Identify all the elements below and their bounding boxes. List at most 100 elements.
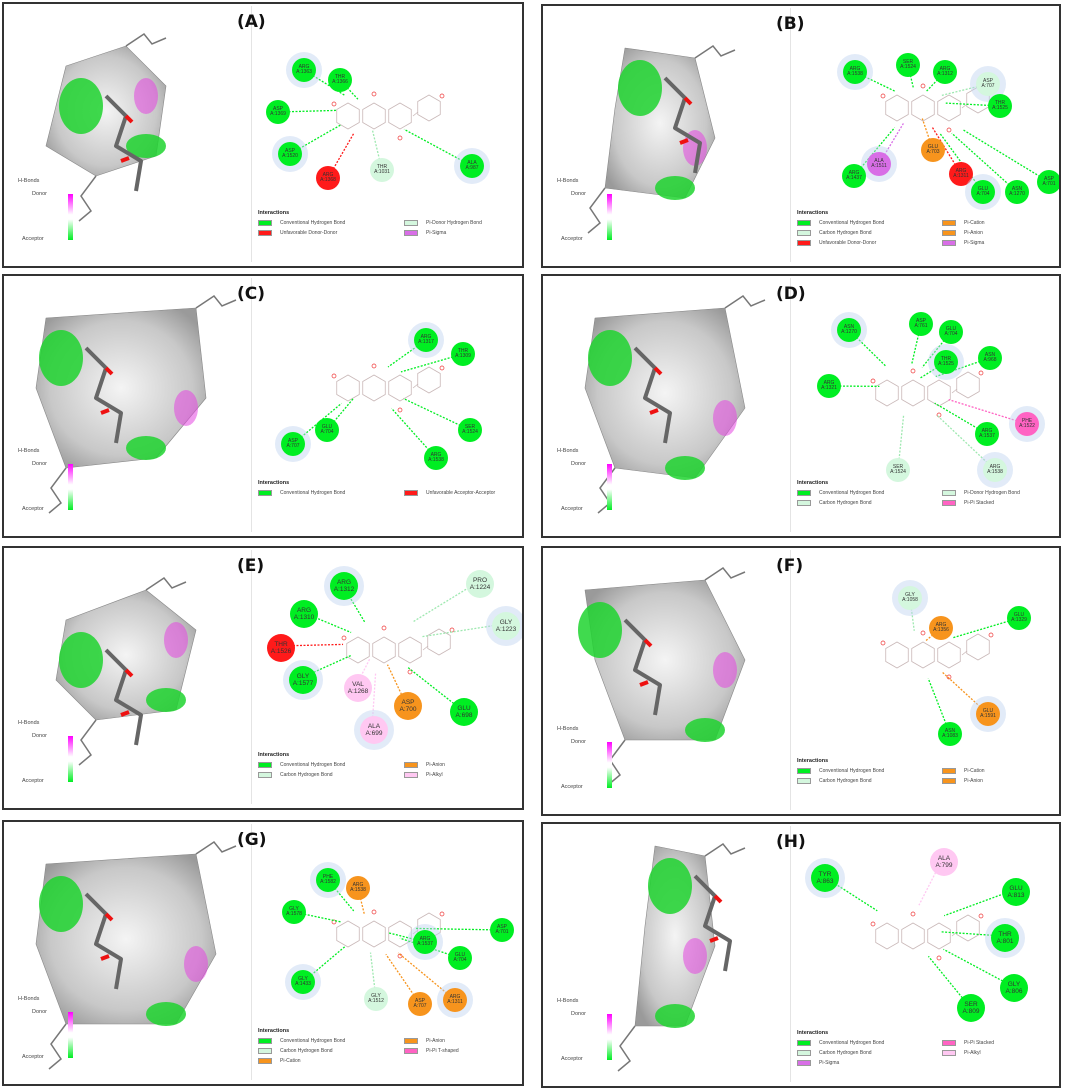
residue-name: ARG: [848, 169, 860, 176]
residue-id: A:1369: [270, 111, 286, 117]
legend-label: Carbon Hydrogen Bond: [819, 229, 872, 236]
interaction-legend-item: Unfavorable Donor-Donor: [258, 229, 364, 236]
residue-id: A:707: [981, 83, 995, 89]
legend-label: Conventional Hydrogen Bond: [280, 761, 346, 768]
panel-g: (G) H-Bonds Donor Acceptor: [2, 820, 524, 1086]
interaction-legend-item: Pi-Cation: [942, 767, 1047, 774]
residue-id: A:1309: [455, 353, 471, 359]
interaction-legend-item: Pi-Donor Hydrogen Bond: [942, 489, 1047, 496]
residue-id: A:1311: [953, 173, 969, 179]
hbond-gradient-bar: [607, 464, 612, 510]
legend-swatch: [258, 761, 272, 768]
residue-name: GLU: [457, 705, 471, 712]
legend-swatch: [942, 1039, 956, 1046]
hbond-legend-title: H-Bonds: [18, 996, 40, 1002]
residue-id: A:1520: [282, 153, 298, 159]
hbond-legend-title: H-Bonds: [18, 720, 40, 726]
residue-id: A:1268: [347, 688, 369, 695]
legend-label: Pi-Alkyl: [426, 771, 443, 778]
residue-node: GLY A:1577: [289, 666, 317, 694]
legend-swatch: [404, 771, 418, 778]
residue-name: ASP: [915, 317, 926, 324]
legend-swatch: [797, 1049, 811, 1056]
panel-label: (C): [237, 284, 266, 304]
hbond-legend-title: H-Bonds: [18, 178, 40, 184]
3d-hbond-surface-view: H-Bonds Donor Acceptor: [545, 550, 791, 810]
residue-id: A:704: [976, 191, 990, 197]
residue-name: ARG: [430, 451, 442, 458]
2d-interaction-diagram: PHE A:1582 ARG A:1538 GLY A:1578 ARG A:1…: [254, 824, 520, 1080]
residue-name: ARG: [989, 463, 1001, 470]
residue-node: ASP A:707: [281, 432, 305, 456]
residue-node: ASP A:701: [1037, 170, 1059, 194]
interaction-legend-item: Carbon Hydrogen Bond: [258, 1047, 364, 1054]
residue-id: A:1538: [847, 71, 863, 77]
interactions-legend-title: Interactions: [797, 1030, 829, 1036]
residue-name: SER: [464, 423, 476, 430]
legend-label: Pi-Anion: [964, 777, 983, 784]
legend-swatch: [797, 777, 811, 784]
residue-node: GLU A:704: [971, 180, 995, 204]
residue-id: A:1538: [428, 457, 444, 463]
interaction-legend-item: Pi-Anion: [942, 777, 1047, 784]
protein-surface-render: [584, 294, 766, 514]
legend-label: Conventional Hydrogen Bond: [280, 489, 346, 496]
residue-id: A:704: [944, 331, 958, 337]
residue-id: A:1525: [992, 105, 1008, 111]
legend-label: Conventional Hydrogen Bond: [819, 219, 885, 226]
legend-label: Unfavorable Donor-Donor: [819, 239, 877, 246]
legend-label: Pi-Pi T-shaped: [426, 1047, 459, 1054]
hbond-legend-title: H-Bonds: [557, 726, 579, 732]
legend-swatch: [404, 219, 418, 226]
legend-label: Pi-Sigma: [964, 239, 985, 246]
panel-h: (H) H-Bonds Donor Acceptor: [541, 822, 1061, 1088]
residue-id: A:704: [453, 957, 467, 963]
legend-label: Pi-Alkyl: [964, 1049, 981, 1056]
residue-name: ASP: [496, 923, 507, 930]
residue-id: A:1317: [418, 339, 434, 345]
residue-node: ASN A:1270: [1005, 180, 1029, 204]
interaction-legend-item: Pi-Alkyl: [942, 1049, 1047, 1056]
residue-id: A:1223: [495, 626, 517, 633]
interaction-legend-item: Pi-Alkyl: [404, 771, 510, 778]
residue-id: A:1538: [987, 469, 1003, 475]
2d-interaction-diagram: ARG A:1363 THR A:1366 ASP A:1369 ASP A:1…: [254, 6, 520, 262]
residue-node: ALA A:799: [930, 848, 958, 876]
residue-node: ASP A:707: [408, 992, 432, 1016]
residue-name: ARG: [420, 333, 432, 340]
residue-node: GLU A:1591: [976, 702, 1000, 726]
residue-id: A:987: [465, 165, 479, 171]
residue-node: GLY A:1512: [364, 987, 388, 1011]
residue-name: ARG: [298, 63, 310, 70]
residue-id: A:700: [399, 706, 417, 713]
protein-surface-render: [617, 842, 746, 1072]
residue-name: ARG: [823, 379, 835, 386]
residue-name: ASP: [287, 437, 298, 444]
legend-swatch: [258, 771, 272, 778]
hbond-gradient-bar: [607, 194, 612, 240]
hbond-color-legend: H-Bonds Donor Acceptor: [18, 448, 88, 518]
residue-node: ARG A:1310: [290, 600, 318, 628]
panel-f: (F) H-Bonds Donor Acceptor: [541, 546, 1061, 816]
legend-swatch: [797, 1039, 811, 1046]
residue-node: THR A:1525: [988, 94, 1012, 118]
interaction-legend-item: Pi-Pi T-shaped: [404, 1047, 510, 1054]
hbond-color-legend: H-Bonds Donor Acceptor: [18, 996, 88, 1066]
residue-name: GLY: [296, 673, 310, 680]
hbond-legend-acceptor: Acceptor: [22, 778, 44, 784]
legend-swatch: [258, 219, 272, 226]
hbond-legend-acceptor: Acceptor: [561, 784, 583, 790]
residue-name: ASN: [944, 727, 956, 734]
interaction-legend-item: Conventional Hydrogen Bond: [258, 219, 364, 226]
residue-name: ARG: [849, 65, 861, 72]
residue-node: ARG A:1537: [975, 422, 999, 446]
residue-name: ASN: [843, 323, 855, 330]
residue-node: ARG A:1538: [983, 458, 1007, 482]
protein-surface-render: [55, 576, 197, 766]
legend-swatch: [258, 229, 272, 236]
residue-id: A:1224: [469, 584, 491, 591]
residue-name: ALA: [367, 723, 381, 730]
2d-interaction-diagram: ARG A:1317 THR A:1309 GLU A:704 ASP A:70…: [254, 278, 520, 532]
residue-node: ARG A:1356: [929, 616, 953, 640]
3d-hbond-surface-view: H-Bonds Donor Acceptor: [6, 550, 252, 804]
